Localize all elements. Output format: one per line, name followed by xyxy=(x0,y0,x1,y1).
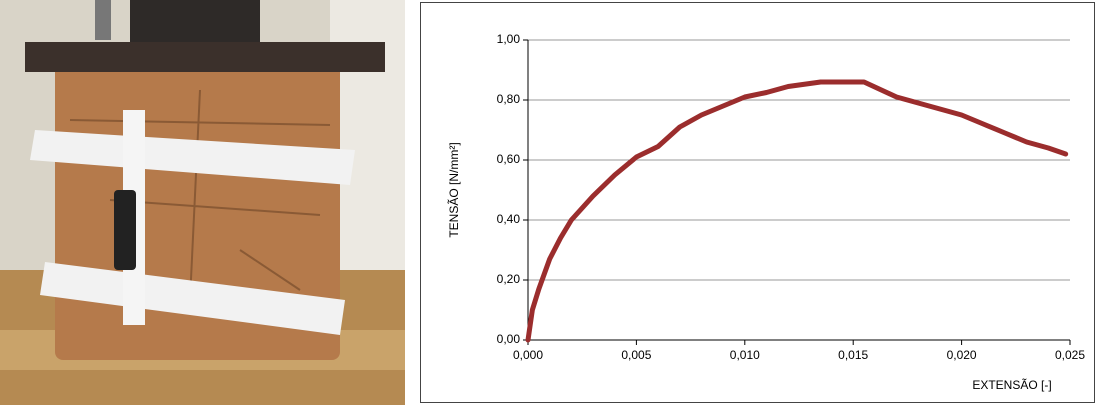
x-tick-label: 0,025 xyxy=(1055,348,1085,362)
y-tick-label: 0,00 xyxy=(497,332,521,346)
press-head xyxy=(130,0,260,42)
sensor xyxy=(114,190,136,270)
figure: EXTENSÃO [-] TENSÃO [N/mm²] 0,00 0,20 0,40… xyxy=(0,0,1096,405)
rod xyxy=(95,0,111,40)
x-tick-label: 0,000 xyxy=(513,348,543,362)
y-tick-label: 0,80 xyxy=(497,92,521,106)
chart-frame xyxy=(421,3,1095,403)
y-tick-label: 0,40 xyxy=(497,212,521,226)
x-axis-label: EXTENSÃO [-] xyxy=(972,378,1051,392)
y-tick-label: 1,00 xyxy=(497,32,521,46)
x-tick-label: 0,020 xyxy=(947,348,977,362)
page: EXTENSÃO [-] TENSÃO [N/mm²] 0,00 0,20 0,40… xyxy=(0,0,1096,405)
y-axis-label: TENSÃO [N/mm²] xyxy=(447,142,461,237)
y-tick-label: 0,20 xyxy=(497,272,521,286)
y-tick-label: 0,60 xyxy=(497,152,521,166)
load-plate xyxy=(25,42,385,72)
x-tick-label: 0,005 xyxy=(621,348,651,362)
x-tick-label: 0,010 xyxy=(730,348,760,362)
x-tick-label: 0,015 xyxy=(838,348,868,362)
photo xyxy=(0,0,405,405)
